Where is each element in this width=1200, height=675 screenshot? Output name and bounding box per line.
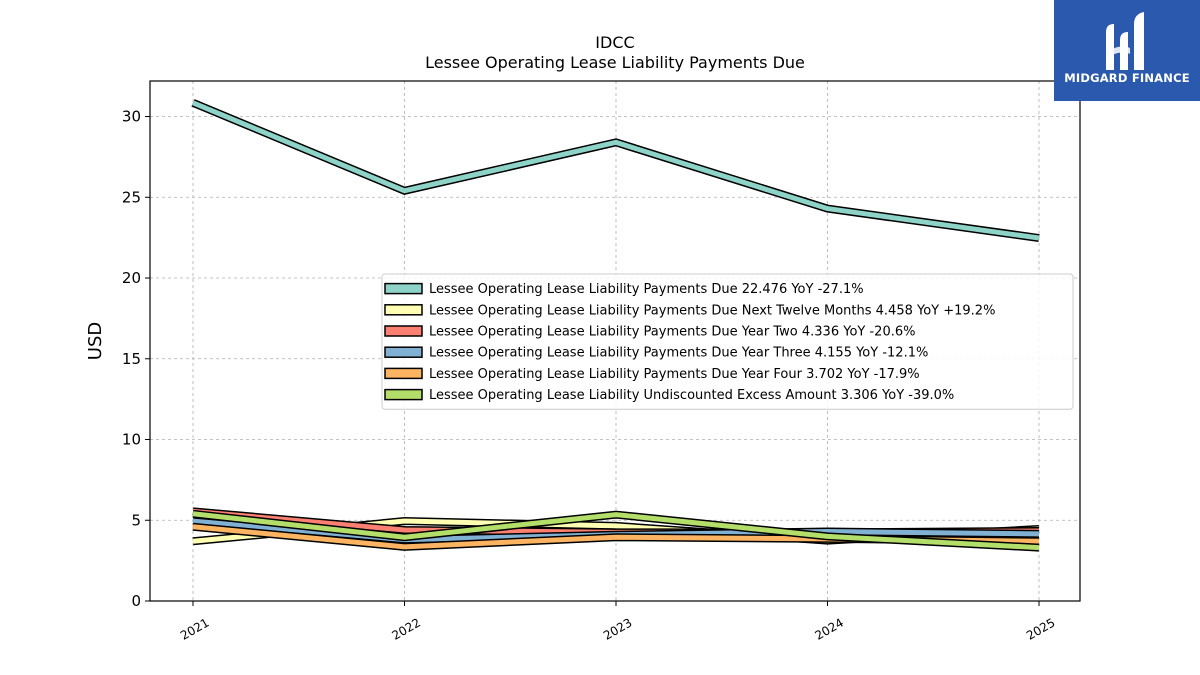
x-tick-label: 2025 [1024,615,1057,642]
y-tick-label: 20 [122,269,141,287]
legend-label: Lessee Operating Lease Liability Payment… [429,367,920,382]
x-tick-label: 2023 [601,615,634,642]
series-line-5 [192,509,1040,552]
legend-swatch [384,367,423,380]
x-tick-label: 2022 [390,615,423,642]
legend-swatch [384,325,423,337]
y-tick-label: 0 [131,592,141,610]
plot-frame [149,80,1081,602]
series-line-0 [191,99,1040,242]
series-line-stroke [192,100,1040,241]
legend: Lessee Operating Lease Liability Payment… [381,273,1074,410]
legend-item: Lessee Operating Lease Liability Payment… [384,325,915,340]
series-lines [191,99,1040,552]
y-tick-label: 5 [131,511,141,529]
legend-label: Lessee Operating Lease Liability Payment… [429,282,864,297]
legend-item: Lessee Operating Lease Liability Payment… [384,282,864,297]
legend-swatch [384,304,423,316]
legend-swatch [384,346,423,358]
y-tick-label: 10 [122,431,141,449]
legend-label: Lessee Operating Lease Liability Payment… [429,346,928,361]
x-tick-label: 2021 [178,615,211,642]
legend-label: Lessee Operating Lease Liability Payment… [429,303,995,318]
chart-subtitle: Lessee Operating Lease Liability Payment… [425,53,805,72]
legend-box [381,273,1074,410]
legend-item: Lessee Operating Lease Liability Payment… [384,303,995,318]
legend-item: Lessee Operating Lease Liability Payment… [384,367,920,382]
legend-item: Lessee Operating Lease Liability Undisco… [384,388,954,403]
midgard-logo-icon [1106,12,1144,70]
series-line-stroke [192,511,1040,551]
y-tick-label: 25 [122,188,141,206]
chart-title: IDCC [595,33,634,52]
y-axis-ticks: 0 5 10 15 20 25 30 [122,108,150,610]
x-axis-ticks: 2021 2022 2023 2024 2025 [178,601,1058,643]
legend-label: Lessee Operating Lease Liability Payment… [429,325,915,340]
legend-label: Lessee Operating Lease Liability Undisco… [429,388,954,403]
legend-swatch [384,282,423,295]
y-tick-label: 15 [122,350,141,368]
brand-logo: MIDGARD FINANCE [1054,0,1200,101]
legend-swatch [384,388,423,401]
legend-item: Lessee Operating Lease Liability Payment… [384,346,928,361]
y-axis-label: USD [85,322,106,360]
brand-name: MIDGARD FINANCE [1064,71,1190,85]
y-tick-label: 30 [122,108,141,126]
x-tick-label: 2024 [813,615,846,642]
